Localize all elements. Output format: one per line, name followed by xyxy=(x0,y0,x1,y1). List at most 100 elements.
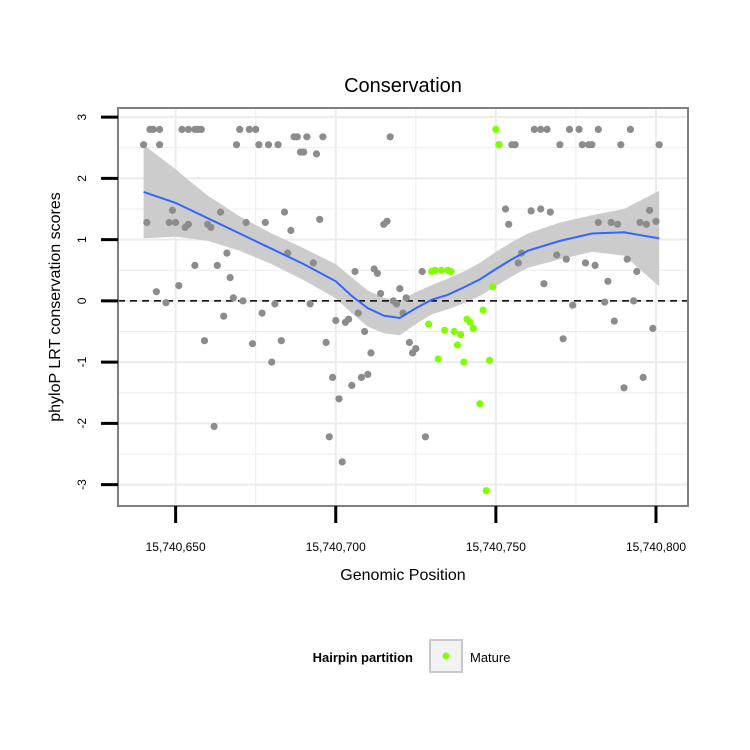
point-other xyxy=(505,220,513,228)
point-other xyxy=(396,285,404,293)
point-other xyxy=(178,125,186,133)
point-other xyxy=(239,297,247,305)
confidence-band xyxy=(143,144,660,336)
point-other xyxy=(210,422,218,430)
point-other xyxy=(245,125,253,133)
grid-lines xyxy=(118,108,688,506)
point-other xyxy=(248,340,257,348)
point-other xyxy=(537,205,545,213)
point-other xyxy=(537,125,545,133)
point-other xyxy=(236,125,244,133)
legend: Hairpin partition Mature xyxy=(313,639,510,673)
point-other xyxy=(646,206,654,214)
point-mature xyxy=(482,487,490,495)
point-other xyxy=(287,226,295,235)
y-axis: -3 -2 -1 0 1 2 3 xyxy=(75,114,118,490)
point-other xyxy=(220,312,228,320)
point-other xyxy=(175,282,183,290)
y-tick-label: -2 xyxy=(75,418,89,429)
point-other xyxy=(562,255,570,263)
point-other xyxy=(319,133,327,141)
point-mature xyxy=(466,318,474,326)
point-other xyxy=(258,309,266,317)
point-mature xyxy=(441,326,449,334)
point-mature xyxy=(437,266,445,274)
point-other xyxy=(639,373,647,381)
point-other xyxy=(149,125,157,133)
point-mature xyxy=(447,267,455,276)
point-other xyxy=(402,294,410,302)
point-other xyxy=(610,317,618,325)
point-other xyxy=(383,217,391,225)
point-other xyxy=(216,208,225,216)
point-other xyxy=(191,261,199,269)
point-other xyxy=(604,277,612,285)
point-other xyxy=(588,141,596,149)
point-other xyxy=(303,133,311,141)
point-mature xyxy=(431,266,439,274)
point-other xyxy=(565,125,574,133)
point-other xyxy=(293,133,301,141)
x-tick-label: 15,740,650 xyxy=(146,540,206,554)
point-other xyxy=(377,289,385,298)
point-other xyxy=(386,133,394,141)
point-other xyxy=(546,208,554,216)
point-other xyxy=(264,141,273,149)
point-other xyxy=(514,259,522,267)
point-other xyxy=(594,125,602,133)
smooth-line xyxy=(143,190,660,320)
point-other xyxy=(338,458,346,466)
point-other xyxy=(348,381,356,389)
point-other xyxy=(140,141,148,149)
point-other xyxy=(207,223,215,231)
point-other xyxy=(325,433,333,441)
y-tick-label: 2 xyxy=(75,175,89,182)
point-other xyxy=(354,309,362,317)
point-other xyxy=(578,141,586,149)
point-other xyxy=(162,299,170,307)
point-other xyxy=(351,267,359,276)
point-other xyxy=(226,274,234,282)
point-other xyxy=(255,141,263,149)
point-other xyxy=(530,125,538,133)
point-other xyxy=(642,220,651,228)
plot-frame xyxy=(117,107,689,507)
point-mature xyxy=(457,331,465,339)
point-other xyxy=(405,338,413,347)
x-axis: 15,740,650 15,740,700 15,740,750 15,740,800 xyxy=(146,506,686,554)
point-other xyxy=(373,269,381,277)
y-tick-label: -1 xyxy=(75,356,89,367)
point-other xyxy=(229,294,237,302)
point-other xyxy=(300,148,308,156)
point-other xyxy=(165,218,173,227)
point-mature xyxy=(453,341,461,349)
points-other xyxy=(140,125,663,466)
point-other xyxy=(184,220,192,228)
point-other xyxy=(232,141,241,149)
y-axis-title: phyloP LRT conservation scores xyxy=(47,192,64,421)
point-other xyxy=(581,259,590,267)
legend-label-mature: Mature xyxy=(470,650,510,665)
point-other xyxy=(412,345,420,353)
point-other xyxy=(152,288,160,296)
point-other xyxy=(511,141,519,149)
point-other xyxy=(184,125,192,133)
point-other xyxy=(418,267,426,276)
point-other xyxy=(345,315,353,323)
point-other xyxy=(277,337,285,345)
point-other xyxy=(367,349,375,357)
point-other xyxy=(213,261,221,269)
point-other xyxy=(322,338,330,347)
point-other xyxy=(559,335,567,343)
point-other xyxy=(156,125,164,133)
y-tick-label: 0 xyxy=(75,297,89,304)
point-other xyxy=(280,208,289,216)
point-mature xyxy=(434,355,442,363)
point-other xyxy=(156,141,164,149)
point-other xyxy=(271,300,279,308)
point-other xyxy=(329,373,337,381)
point-mature xyxy=(450,327,458,336)
point-other xyxy=(335,395,343,403)
point-mature xyxy=(485,356,494,364)
